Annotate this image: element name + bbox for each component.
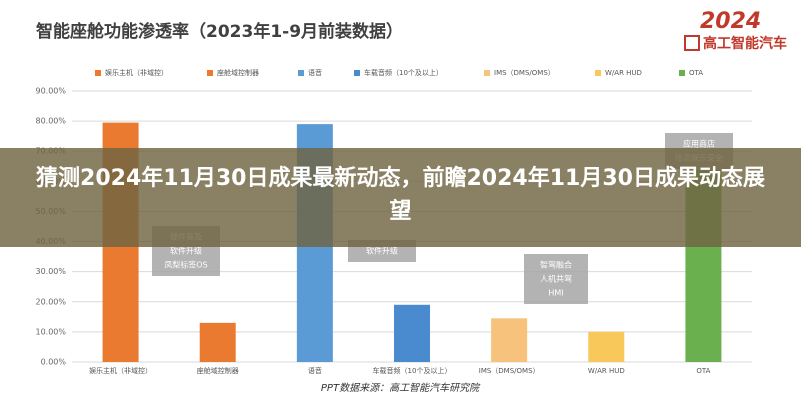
annotation-text: 应用商店: [683, 139, 715, 149]
legend-label: IMS（DMS/OMS）: [494, 69, 555, 77]
legend-swatch: [679, 70, 685, 76]
annotation-text: 凤梨标签OS: [164, 260, 207, 270]
banner-text: 猜测2024年11月30日成果最新动态，前瞻2024年11月30日成果动态展望: [36, 166, 765, 224]
legend-label: 车载音频（10个及以上）: [364, 68, 443, 77]
annotation-text: 人机共驾: [540, 274, 572, 284]
legend-label: 语音: [308, 68, 322, 77]
logo-name: 高工智能汽车: [703, 35, 787, 52]
y-tick-label: 20.00%: [35, 297, 66, 306]
x-tick-label: 娱乐主机（非域控）: [89, 366, 152, 375]
legend-swatch: [354, 70, 360, 76]
x-tick-label: 车载音频（10个及以上）: [373, 366, 452, 375]
logo-icon: [684, 35, 700, 51]
annotation-text: 软件升级: [366, 246, 398, 256]
x-tick-label: W/AR HUD: [588, 367, 625, 375]
banner-box: 猜测2024年11月30日成果最新动态，前瞻2024年11月30日成果动态展望: [36, 166, 765, 224]
banner: [0, 148, 801, 247]
bar: [199, 322, 236, 362]
annotation-box: [524, 254, 588, 304]
y-tick-label: 80.00%: [35, 117, 66, 126]
legend-swatch: [484, 70, 490, 76]
legend-swatch: [95, 70, 101, 76]
annotation-text: 软件升级: [170, 246, 202, 256]
legend-swatch: [298, 70, 304, 76]
annotation-text: 智驾融合: [540, 260, 572, 270]
legend-swatch: [207, 70, 213, 76]
bar: [394, 304, 430, 362]
x-tick-label: 语音: [308, 366, 322, 375]
x-tick-label: OTA: [696, 367, 710, 375]
legend-label: 座舱域控制器: [217, 68, 259, 77]
bar: [588, 331, 625, 362]
bar: [491, 318, 528, 362]
annotation-text: HMI: [548, 289, 563, 298]
legend-swatch: [595, 70, 601, 76]
logo-year: 2024: [700, 9, 761, 34]
x-tick-label: IMS（DMS/OMS）: [479, 367, 540, 375]
legend-label: 娱乐主机（非域控）: [105, 68, 168, 77]
source: PPT数据来源：高工智能汽车研究院: [321, 382, 481, 394]
y-tick-label: 30.00%: [35, 267, 66, 276]
legend-label: OTA: [689, 69, 703, 77]
y-tick-label: 10.00%: [35, 327, 66, 336]
x-tick-label: 座舱域控制器: [197, 366, 239, 375]
y-tick-label: 90.00%: [35, 87, 66, 96]
y-tick-label: 0.00%: [41, 358, 67, 367]
chart-title: 智能座舱功能渗透率（2023年1-9月前装数据）: [36, 21, 403, 42]
legend-label: W/AR HUD: [605, 69, 642, 77]
